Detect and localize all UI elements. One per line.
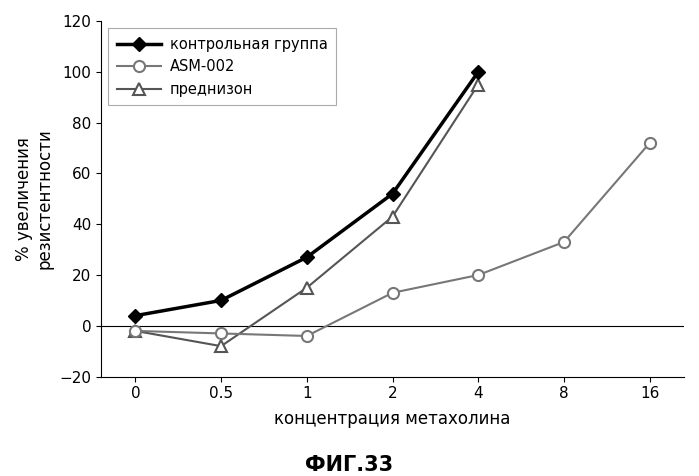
Y-axis label: % увеличения
резистентности: % увеличения резистентности — [15, 129, 54, 269]
ASM-002 — [131, 328, 140, 334]
Line: преднизон: преднизон — [130, 79, 484, 352]
ASM-002 — [303, 333, 311, 339]
контрольная группа — [303, 254, 311, 260]
ASM-002 — [645, 140, 654, 146]
преднизон — [303, 285, 311, 290]
ASM-002 — [217, 331, 225, 337]
преднизон — [217, 343, 225, 349]
Text: ФИГ.33: ФИГ.33 — [305, 455, 394, 475]
Line: ASM-002: ASM-002 — [130, 138, 655, 342]
ASM-002 — [389, 290, 397, 296]
преднизон — [131, 328, 140, 334]
контрольная группа — [217, 298, 225, 303]
X-axis label: концентрация метахолина: концентрация метахолина — [274, 410, 511, 427]
контрольная группа — [474, 69, 482, 75]
ASM-002 — [474, 272, 482, 278]
Line: контрольная группа: контрольная группа — [131, 67, 483, 320]
контрольная группа — [131, 313, 140, 318]
Legend: контрольная группа, ASM-002, преднизон: контрольная группа, ASM-002, преднизон — [108, 28, 336, 105]
контрольная группа — [389, 191, 397, 197]
ASM-002 — [560, 239, 568, 245]
преднизон — [389, 214, 397, 219]
преднизон — [474, 82, 482, 88]
